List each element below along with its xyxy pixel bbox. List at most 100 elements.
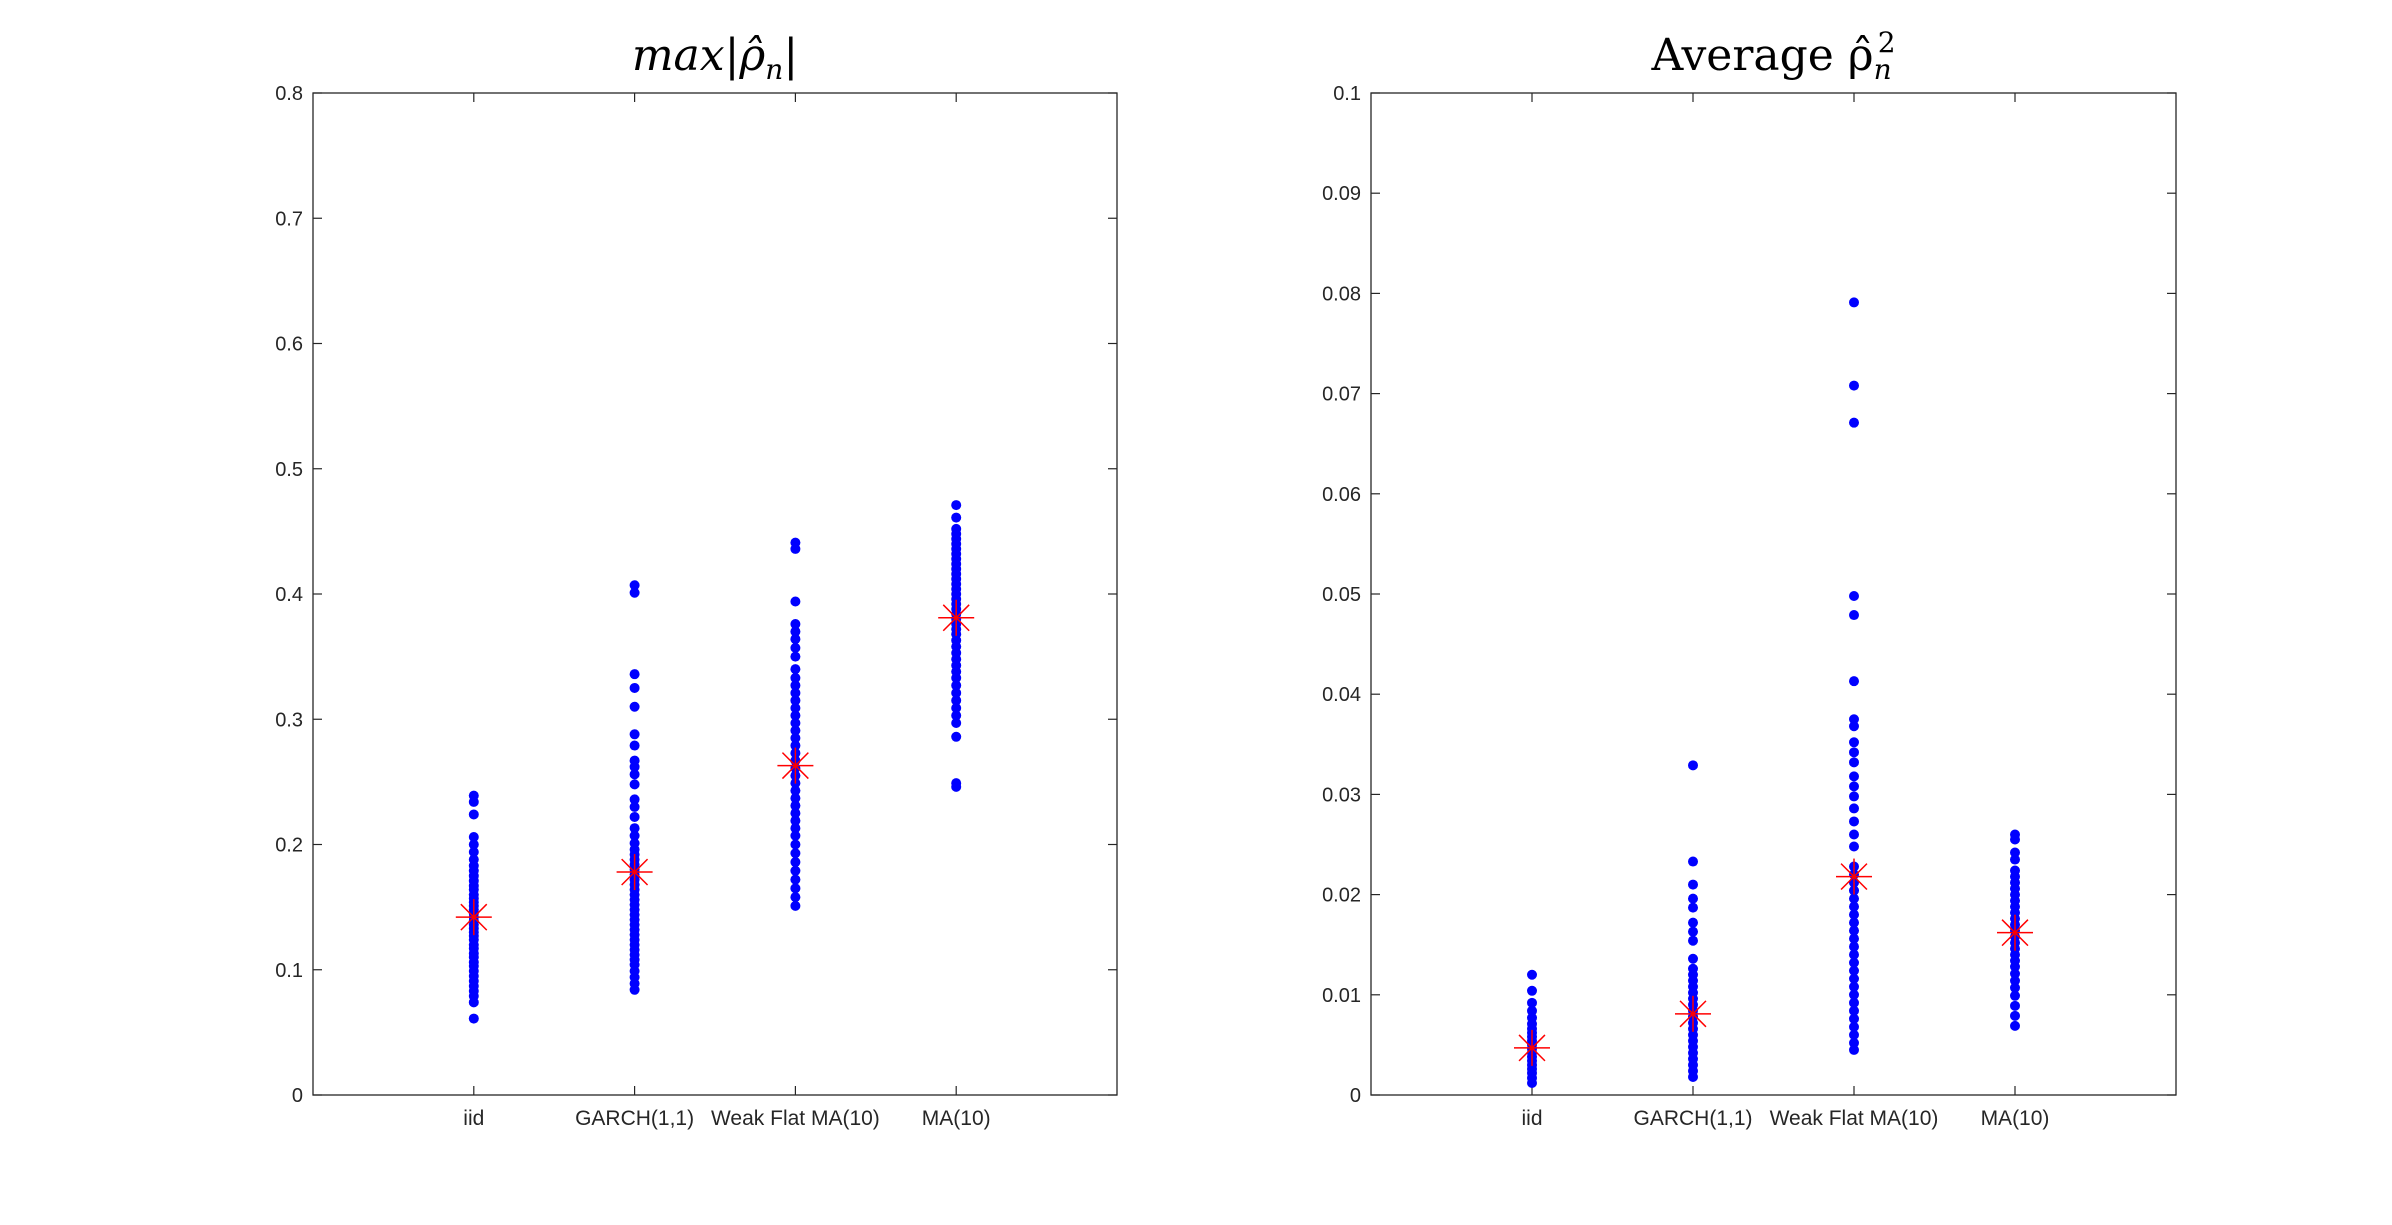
y-tick-label: 0.1: [1333, 83, 1361, 105]
data-point: [790, 695, 801, 706]
data-point: [790, 702, 801, 713]
data-point: [629, 779, 640, 790]
data-point: [629, 811, 640, 822]
data-point: [1849, 981, 1859, 992]
plot-box: [1370, 92, 2177, 1096]
y-tick-label: 0.8: [275, 83, 303, 105]
data-point: [790, 883, 801, 894]
y-tick-label: 0.03: [1322, 784, 1361, 806]
data-point: [2010, 1010, 2020, 1021]
data-point: [1849, 1005, 1859, 1016]
data-point: [790, 619, 801, 630]
y-tick-label: 0.3: [275, 709, 303, 731]
mean-marker-stroke: [621, 858, 649, 886]
data-point: [790, 793, 801, 804]
chart-right: 0 0.01 0.02 0.03 0.04 0.05 0.06 0.07 0.08 0.09 0.1…: [1322, 26, 2177, 1130]
y-tick-label: 0.05: [1322, 584, 1361, 606]
data-point: [1849, 829, 1859, 840]
y-tick-label: 0.1: [275, 960, 303, 982]
data-point: [951, 680, 962, 691]
y-tick-label: 0.04: [1322, 684, 1361, 706]
data-point: [1849, 989, 1859, 1000]
data-point: [629, 669, 640, 680]
data-point: [1849, 737, 1859, 748]
data-point: [790, 892, 801, 903]
title-part: |: [783, 30, 798, 81]
data-point: [1849, 816, 1859, 827]
mean-marker-stroke: [2001, 919, 2029, 947]
data-point: [629, 830, 640, 841]
data-point: [1527, 985, 1537, 996]
data-point: [790, 839, 801, 850]
data-point: [951, 731, 962, 742]
data-point: [1688, 926, 1698, 937]
title-part: Average ρ̂: [1650, 30, 1873, 81]
y-tick-label: 0.6: [275, 334, 303, 356]
y-tick-label: 0: [1350, 1085, 1361, 1107]
data-point: [1849, 901, 1859, 912]
data-point: [1527, 1012, 1537, 1023]
chart-title: max|ρ̂n|: [632, 30, 798, 86]
data-point: [2010, 982, 2020, 993]
data-point: [468, 839, 479, 850]
data-point: [790, 830, 801, 841]
y-tick-label: 0.02: [1322, 885, 1361, 907]
data-point: [1688, 856, 1698, 867]
mean-marker: [1997, 914, 2033, 951]
x-tick-label: GARCH(1,1): [1633, 1107, 1752, 1130]
data-point: [1688, 879, 1698, 890]
data-point: [468, 790, 479, 801]
data-point: [790, 874, 801, 885]
mean-marker-stroke: [1518, 1034, 1546, 1062]
mean-marker-stroke: [460, 903, 488, 931]
data-point: [468, 1013, 479, 1024]
data-point: [790, 808, 801, 819]
data-point: [1849, 965, 1859, 976]
x-tick-label: iid: [463, 1107, 484, 1130]
data-point: [1849, 417, 1859, 428]
mean-marker-stroke: [1679, 1000, 1707, 1028]
title-part: n: [1874, 53, 1892, 86]
mean-marker-stroke: [942, 604, 970, 632]
data-point: [2010, 1000, 2020, 1011]
data-point: [1849, 941, 1859, 952]
data-point: [1849, 757, 1859, 768]
data-point: [790, 718, 801, 729]
data-point: [1849, 841, 1859, 852]
data-point: [1849, 917, 1859, 928]
data-point: [1849, 925, 1859, 936]
data-point: [790, 687, 801, 698]
title-part: max|ρ̂: [632, 30, 766, 81]
data-point: [1849, 781, 1859, 792]
data-point: [1527, 1005, 1537, 1016]
y-tick-label: 0.06: [1322, 484, 1361, 506]
data-point: [468, 847, 479, 858]
data-point: [2010, 865, 2020, 876]
data-point: [1849, 893, 1859, 904]
data-point: [1688, 917, 1698, 928]
title-part: n: [765, 53, 783, 86]
data-point: [1849, 957, 1859, 968]
data-point: [629, 587, 640, 598]
data-point: [790, 651, 801, 662]
data-point: [790, 733, 801, 744]
data-point: [2010, 975, 2020, 986]
data-point: [951, 687, 962, 698]
x-tick-label: MA(10): [922, 1107, 991, 1130]
data-point: [1849, 1044, 1859, 1055]
data-point: [2010, 854, 2020, 865]
mean-marker: [1514, 1029, 1550, 1066]
data-point: [1688, 893, 1698, 904]
x-tick-label: MA(10): [1981, 1107, 2050, 1130]
data-point: [951, 702, 962, 713]
mean-marker: [1836, 858, 1872, 895]
data-point: [790, 740, 801, 751]
x-tick-label: GARCH(1,1): [575, 1107, 694, 1130]
data-point: [2010, 1020, 2020, 1031]
data-point: [790, 680, 801, 691]
title-part: 2: [1878, 26, 1896, 59]
data-point: [790, 596, 801, 607]
chart-title: Average ρ̂n2: [1650, 26, 1895, 86]
data-point: [629, 823, 640, 834]
data-point: [1527, 969, 1537, 980]
